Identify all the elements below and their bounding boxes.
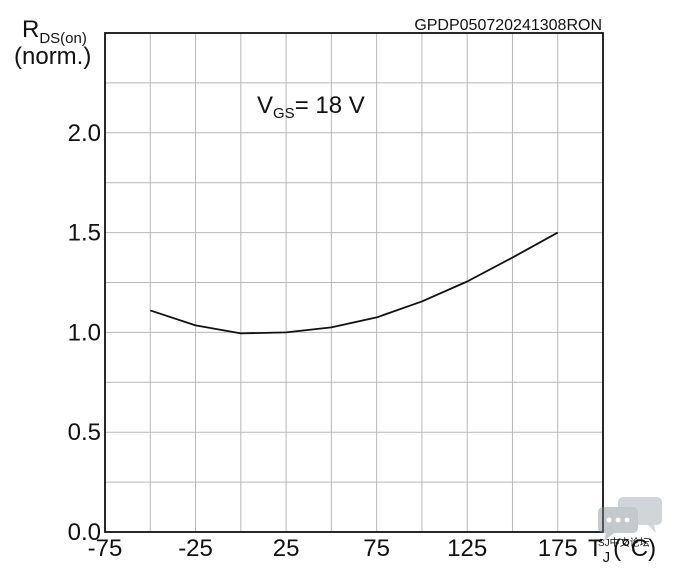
plot-frame xyxy=(104,32,604,533)
y-axis-symbol: R xyxy=(22,16,39,43)
x-tick-label: -75 xyxy=(88,535,123,562)
y-axis-subscript: DS(on) xyxy=(39,30,87,47)
x-tick-label: 175 xyxy=(538,535,578,562)
watermark: SJ中文论坛 xyxy=(598,497,662,547)
series-group xyxy=(149,231,559,335)
y-tick-labels: 0.0 0.5 1.0 1.5 2.0 xyxy=(68,120,101,546)
x-tick-label: 125 xyxy=(447,535,487,562)
chart-code: GPDP050720241308RON xyxy=(414,17,602,34)
y-tick-label: 0.0 xyxy=(68,519,101,546)
x-tick-label: 25 xyxy=(273,535,300,562)
condition-label: VGS= 18 V xyxy=(257,92,365,122)
y-tick-label: 2.0 xyxy=(68,120,101,147)
x-tick-labels: -75 -25 25 75 125 175 xyxy=(88,535,578,562)
y-tick-label: 1.5 xyxy=(68,220,101,247)
condition-value: = 18 V xyxy=(295,92,365,119)
watermark-text: SJ中文论坛 xyxy=(598,536,650,547)
condition-symbol: V xyxy=(257,92,273,119)
x-axis-unit: (°C) xyxy=(613,535,656,562)
y-tick-label: 1.0 xyxy=(68,319,101,346)
x-axis-symbol: T xyxy=(588,535,603,562)
x-axis-subscript: J xyxy=(603,549,611,566)
y-axis-unit: (norm.) xyxy=(14,43,91,70)
grid-lines xyxy=(105,33,603,532)
series-line xyxy=(149,231,559,335)
x-axis-label: TJ (°C) xyxy=(588,535,656,566)
chat-bubble-icon xyxy=(598,497,662,541)
y-axis-label: RDS(on) xyxy=(22,16,87,47)
condition-subscript: GS xyxy=(273,105,295,122)
y-tick-label: 0.5 xyxy=(68,419,101,446)
x-tick-label: 75 xyxy=(363,535,390,562)
x-tick-label: -25 xyxy=(178,535,213,562)
